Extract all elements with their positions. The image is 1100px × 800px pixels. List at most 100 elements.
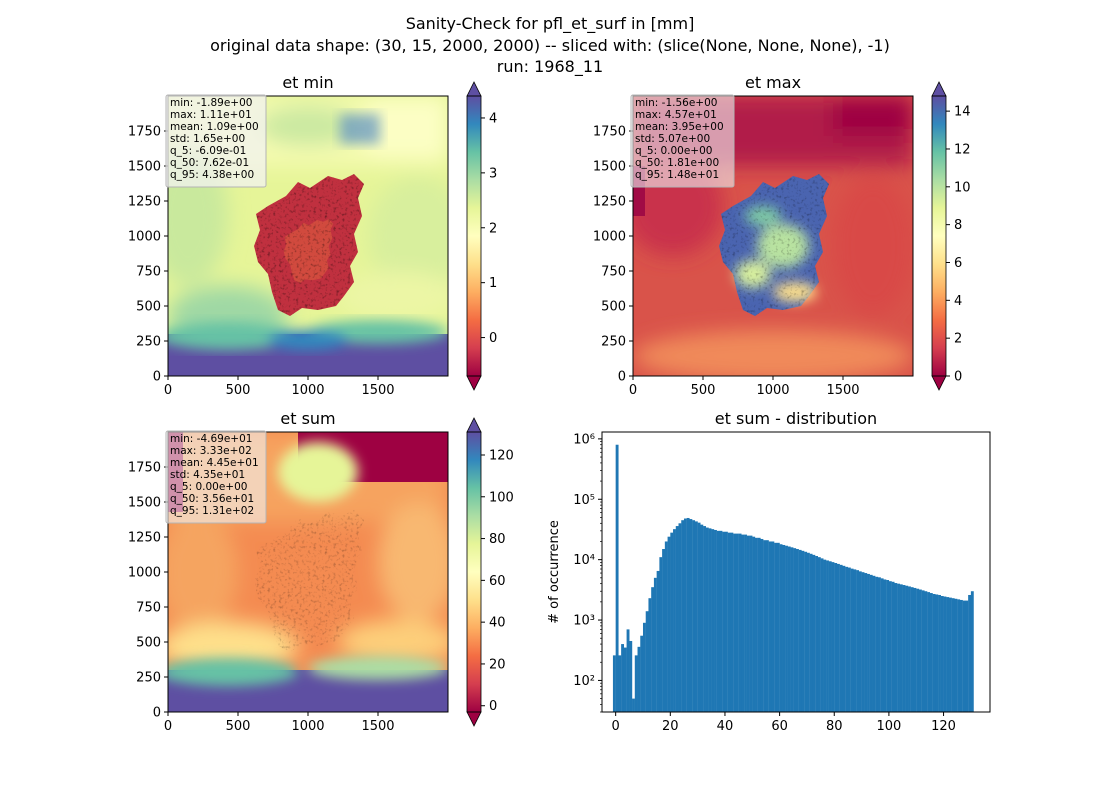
ytick-label: 1250 [128, 531, 161, 546]
histogram-bar [940, 596, 944, 712]
stat-line: q_5: 0.00e+00 [635, 145, 712, 157]
histogram-bar [957, 599, 961, 712]
heatmap-image-et-max [633, 96, 913, 376]
histogram-bar [921, 590, 925, 712]
stat-line: mean: 1.09e+00 [170, 121, 259, 133]
histogram-bar [694, 521, 698, 712]
xtick-label: 100 [876, 719, 901, 734]
ytick-label: 1250 [593, 195, 626, 210]
colorbar-frame [931, 95, 947, 377]
histogram-bar [612, 655, 616, 712]
colorbar-gradient [467, 432, 481, 712]
colorbar-gradient [932, 96, 946, 376]
colorbar-tick-label: 6 [954, 256, 962, 271]
figure-title-line-1: Sanity-Check for pfl_et_surf in [mm] [406, 14, 695, 34]
ytick-label: 10³ [573, 614, 595, 629]
histogram-bar [902, 585, 906, 712]
histogram-bar [621, 644, 625, 712]
ytick-label: 1000 [593, 230, 626, 245]
histogram-bar [765, 540, 769, 712]
colorbar-et-min: 0 1 2 3 4 [466, 81, 497, 391]
histogram-bar [714, 529, 717, 712]
histogram-bar [858, 571, 862, 712]
xtick-label: 40 [717, 719, 734, 734]
histogram-bar [727, 532, 731, 712]
histogram-bar [959, 599, 963, 712]
xticks-et-min: 0 500 1000 1500 [164, 376, 395, 398]
stat-line: q_95: 1.48e+01 [635, 169, 719, 181]
stat-line: min: -4.69e+01 [170, 433, 252, 445]
xtick-label: 500 [226, 719, 251, 734]
ytick-label: 750 [136, 601, 161, 616]
histogram-bar [826, 560, 829, 712]
ytick-label: 750 [601, 265, 626, 280]
histogram-bar [670, 532, 674, 712]
histogram-bar [962, 600, 966, 712]
histogram-bar [916, 588, 920, 712]
histogram-bar [905, 585, 909, 712]
colorbar-extend-min [466, 711, 482, 727]
histogram-bar [927, 592, 931, 712]
histogram-bar [869, 574, 873, 712]
histogram-xticks: 0 20 40 60 80 100 120 [612, 712, 956, 734]
histogram-bar [867, 573, 870, 712]
stats-box-et-sum: min: -4.69e+01 max: 3.33e+02 mean: 4.45e… [165, 430, 267, 524]
histogram-bar [823, 559, 827, 712]
colorbar-tick-label: 60 [489, 574, 506, 589]
histogram-bar [949, 597, 952, 712]
histogram-bar [897, 583, 900, 712]
xtick-label: 1500 [361, 383, 394, 398]
stat-line: q_50: 7.62e-01 [170, 157, 249, 169]
xtick-label: 1000 [756, 383, 789, 398]
histogram-bar [703, 526, 706, 712]
histogram-bar [943, 596, 947, 712]
histogram-bar [651, 587, 655, 712]
stat-line: mean: 3.95e+00 [635, 121, 724, 133]
histogram-bar [875, 576, 879, 712]
histogram-bar [681, 520, 685, 712]
panel-title-et-max: et max [745, 73, 801, 92]
panel-title-et-min: et min [282, 73, 333, 92]
colorbar-tick-label: 2 [489, 221, 497, 236]
colorbar-tick-label: 12 [954, 142, 971, 157]
histogram-bar [733, 533, 737, 712]
ytick-label: 250 [136, 335, 161, 350]
histogram-bar [656, 570, 660, 712]
histogram-bar [678, 523, 682, 712]
colorbar-extend-max [931, 81, 947, 97]
histogram-bar [662, 549, 665, 712]
colorbar-frame [466, 95, 482, 377]
histogram-bar [746, 535, 750, 712]
histogram-bar [724, 531, 728, 712]
xtick-label: 1500 [826, 383, 859, 398]
ytick-label: 500 [136, 300, 161, 315]
histogram-bar [801, 550, 805, 712]
yticks-et-min: 0 250 500 750 1000 1250 1500 1750 [128, 125, 168, 385]
histogram-bar [744, 534, 747, 712]
histogram-bar [834, 563, 838, 712]
colorbar-tick-label: 40 [489, 616, 506, 631]
histogram-bar [894, 583, 898, 712]
histogram-bar [839, 564, 843, 712]
stat-line: max: 4.57e+01 [635, 109, 717, 121]
histogram-bar [856, 570, 859, 712]
histogram-bar [735, 533, 739, 712]
histogram-bar [861, 572, 865, 712]
stat-line: q_5: 0.00e+00 [170, 481, 247, 493]
stat-line: max: 1.11e+01 [170, 109, 252, 121]
histogram-bar [935, 594, 939, 712]
xticks-et-sum: 0 500 1000 1500 [164, 712, 395, 734]
histogram-bar [929, 593, 933, 712]
colorbar-extend-max [466, 417, 482, 433]
xtick-label: 120 [931, 719, 956, 734]
histogram-bar [771, 541, 775, 712]
stat-line: min: -1.56e+00 [635, 97, 717, 109]
xtick-label: 1000 [291, 719, 324, 734]
colorbar-et-sum: 0 20 40 60 80 100 120 [466, 417, 514, 727]
histogram-bar [946, 597, 950, 712]
histogram-bar [626, 629, 630, 712]
histogram-bar [752, 536, 756, 712]
histogram-bar [705, 527, 709, 712]
colorbar-tick-label: 20 [489, 657, 506, 672]
histogram-bar [899, 584, 903, 712]
